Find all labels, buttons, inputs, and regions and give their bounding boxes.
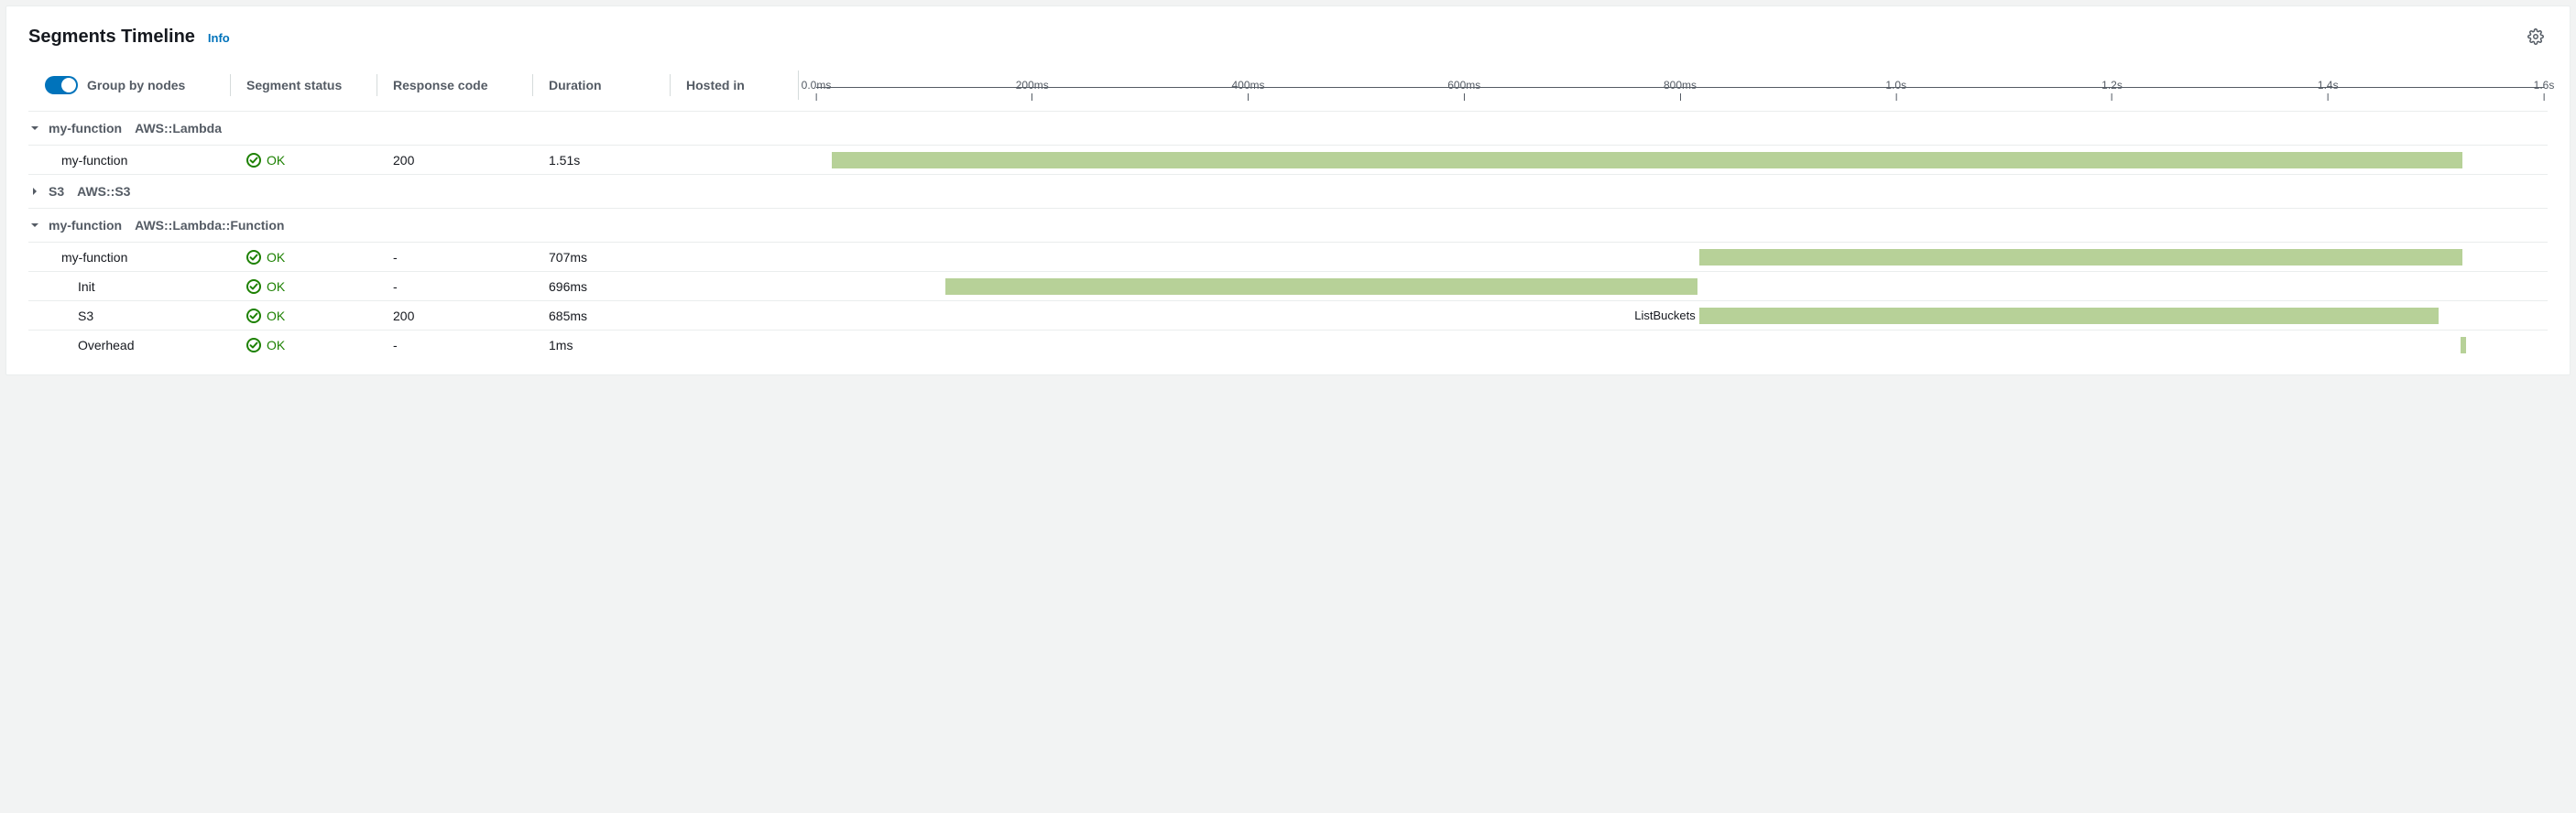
group-name: my-function <box>49 121 122 136</box>
status-text: OK <box>267 153 285 168</box>
segment-response-code: - <box>377 250 532 265</box>
ruler-tick-label: 400ms <box>1231 79 1264 92</box>
segment-status: OK <box>230 338 377 352</box>
timeline-ruler: 0.0ms200ms400ms600ms800ms1.0s1.2s1.4s1.6… <box>816 74 2544 96</box>
segment-status: OK <box>230 153 377 168</box>
ruler-tick-mark <box>1464 93 1465 101</box>
columns-header: Group by nodes Segment status Response c… <box>28 74 2548 112</box>
group-header[interactable]: my-function AWS::Lambda::Function <box>28 209 2548 243</box>
ruler-tick-mark <box>1031 93 1032 101</box>
ruler-tick-mark <box>1248 93 1249 101</box>
group-header[interactable]: S3 AWS::S3 <box>28 175 2548 209</box>
column-header-hosted: Hosted in <box>686 78 745 92</box>
group-type: AWS::Lambda <box>135 121 222 136</box>
segment-timeline-cell: ListBuckets <box>798 308 2548 324</box>
status-text: OK <box>267 309 285 323</box>
segment-duration: 1ms <box>532 338 670 352</box>
settings-button[interactable] <box>2524 25 2548 49</box>
ruler-tick-mark <box>2328 93 2329 101</box>
info-link[interactable]: Info <box>208 31 230 45</box>
ruler-tick: 800ms <box>1664 79 1697 101</box>
segment-status: OK <box>230 279 377 294</box>
status-ok-icon <box>246 279 261 294</box>
rows-container: my-functionAWS::Lambdamy-functionOK2001.… <box>28 112 2548 360</box>
ruler-tick-label: 1.4s <box>2318 79 2339 92</box>
segment-timeline-cell <box>798 249 2548 266</box>
timeline-bar <box>2461 337 2466 353</box>
status-ok-icon <box>246 338 261 352</box>
segment-row[interactable]: S3 OK 200685ms ListBuckets <box>28 301 2548 331</box>
column-header-response: Response code <box>393 78 487 92</box>
segment-response-code: - <box>377 279 532 294</box>
segments-timeline-panel: Segments Timeline Info Group by nodes Se… <box>5 5 2571 375</box>
segment-name: Init <box>28 279 230 294</box>
ruler-tick: 1.2s <box>2101 79 2123 101</box>
group-type: AWS::S3 <box>77 184 130 199</box>
caret-down-icon <box>28 124 41 133</box>
segment-timeline-cell <box>798 278 2548 295</box>
segment-response-code: 200 <box>377 153 532 168</box>
segment-row[interactable]: my-function OK -707ms <box>28 243 2548 272</box>
ruler-tick-label: 800ms <box>1664 79 1697 92</box>
status-text: OK <box>267 250 285 265</box>
segment-row[interactable]: my-function OK 2001.51s <box>28 146 2548 175</box>
group-name: my-function <box>49 218 122 233</box>
panel-title: Segments Timeline <box>28 27 195 48</box>
column-header-status: Segment status <box>246 78 342 92</box>
group-header[interactable]: my-function AWS::Lambda <box>28 112 2548 146</box>
segment-duration: 685ms <box>532 309 670 323</box>
group-name: S3 <box>49 184 64 199</box>
status-ok-icon <box>246 250 261 265</box>
segment-status: OK <box>230 309 377 323</box>
timeline-bar-label: ListBuckets <box>1634 308 1698 324</box>
status-ok-icon <box>246 309 261 323</box>
status-text: OK <box>267 279 285 294</box>
ruler-tick-label: 0.0ms <box>802 79 832 92</box>
segment-name: my-function <box>28 153 230 168</box>
segment-duration: 1.51s <box>532 153 670 168</box>
ruler-tick-mark <box>1895 93 1896 101</box>
ruler-tick-label: 200ms <box>1016 79 1049 92</box>
column-header-duration: Duration <box>549 78 602 92</box>
caret-right-icon <box>28 187 41 196</box>
caret-down-icon <box>28 221 41 230</box>
timeline-bar <box>832 152 2462 168</box>
group-by-label: Group by nodes <box>87 78 185 92</box>
ruler-tick-label: 600ms <box>1447 79 1480 92</box>
segment-status: OK <box>230 250 377 265</box>
segment-duration: 707ms <box>532 250 670 265</box>
ruler-tick: 200ms <box>1016 79 1049 101</box>
segment-timeline-cell <box>798 337 2548 353</box>
segment-duration: 696ms <box>532 279 670 294</box>
ruler-tick: 400ms <box>1231 79 1264 101</box>
timeline-bar <box>1699 249 2463 266</box>
ruler-tick-mark <box>1680 93 1681 101</box>
segment-response-code: 200 <box>377 309 532 323</box>
segment-name: Overhead <box>28 338 230 352</box>
panel-header: Segments Timeline Info <box>28 25 2548 49</box>
ruler-tick: 0.0ms <box>802 79 832 101</box>
segment-name: my-function <box>28 250 230 265</box>
segment-row[interactable]: Init OK -696ms <box>28 272 2548 301</box>
gear-icon <box>2527 28 2544 45</box>
group-by-nodes-toggle[interactable] <box>45 76 78 94</box>
ruler-tick-label: 1.2s <box>2101 79 2123 92</box>
ruler-tick-mark <box>2544 93 2545 101</box>
ruler-tick: 1.0s <box>1885 79 1906 101</box>
ruler-tick-label: 1.0s <box>1885 79 1906 92</box>
segment-row[interactable]: Overhead OK -1ms <box>28 331 2548 360</box>
segment-response-code: - <box>377 338 532 352</box>
group-type: AWS::Lambda::Function <box>135 218 284 233</box>
segment-name: S3 <box>28 309 230 323</box>
ruler-tick-label: 1.6s <box>2534 79 2555 92</box>
ruler-tick: 1.4s <box>2318 79 2339 101</box>
ruler-tick: 600ms <box>1447 79 1480 101</box>
status-ok-icon <box>246 153 261 168</box>
status-text: OK <box>267 338 285 352</box>
ruler-tick-mark <box>816 93 817 101</box>
timeline-bar <box>945 278 1697 295</box>
segment-timeline-cell <box>798 152 2548 168</box>
timeline-bar <box>1699 308 2439 324</box>
ruler-tick: 1.6s <box>2534 79 2555 101</box>
